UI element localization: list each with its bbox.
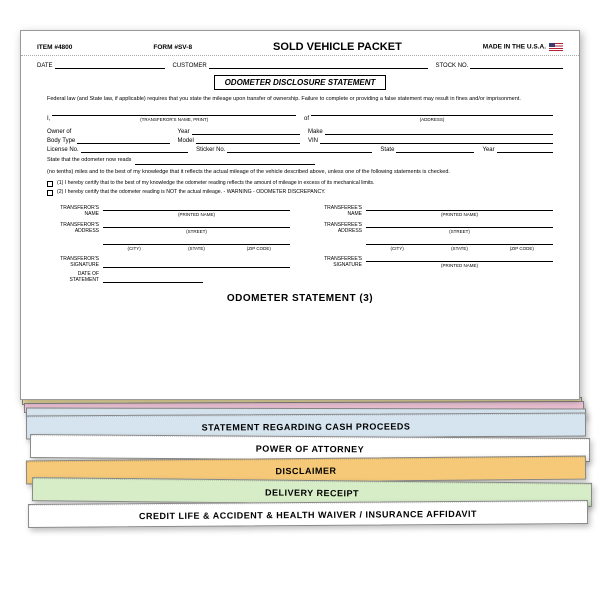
owner-label: Owner of [47,129,71,135]
form-title: SOLD VEHICLE PACKET [273,41,402,53]
make-label: Make [308,129,323,135]
cap-address: (ADDRESS) [311,117,553,122]
year2-label: Year [482,147,494,153]
transferor-addr-label: TRANSFEROR'S ADDRESS [47,223,99,234]
of-label: of [304,116,309,122]
flag-icon [549,43,563,51]
model-label: Model [178,138,194,144]
date-label: DATE [37,63,53,69]
document-stack: STATEMENT REGARDING CASH PROCEEDSPOWER O… [20,30,580,570]
date-stmt-label: DATE OF STATEMENT [47,272,99,283]
transferor-sig-label: TRANSFEROR'S SIGNATURE [47,257,99,268]
paragraph-legal: Federal law (and State law, if applicabl… [47,96,553,103]
vin-label: VIN [308,138,318,144]
strip-label: CREDIT LIFE & ACCIDENT & HEALTH WAIVER /… [29,501,587,527]
state-label: State [380,147,394,153]
transferee-addr-label: TRANSFEREE'S ADDRESS [310,223,362,234]
stock-label: STOCK NO. [436,63,469,69]
i-label: I, [47,116,50,122]
checkbox-2[interactable]: (2) I hereby certify that the odometer r… [47,189,553,196]
customer-label: CUSTOMER [173,63,207,69]
stack-strip: CREDIT LIFE & ACCIDENT & HEALTH WAIVER /… [28,500,588,528]
transferor-name-label: TRANSFEROR'S NAME [47,206,99,217]
made-in: MADE IN THE U.S.A. [483,43,563,51]
sticker-label: Sticker No. [196,147,225,153]
body-label: Body Type [47,138,75,144]
license-label: License No. [47,147,79,153]
cap-transferor: (TRANSFEROR'S NAME, PRINT) [52,117,296,122]
footer-title: ODOMETER STATEMENT (3) [37,293,563,304]
year-label: Year [178,129,190,135]
form-page-odometer: ITEM #4800 FORM #SV-8 SOLD VEHICLE PACKE… [20,30,580,400]
subtitle-box: ODOMETER DISCLOSURE STATEMENT [37,75,563,90]
form-header: ITEM #4800 FORM #SV-8 SOLD VEHICLE PACKE… [37,41,563,53]
transferee-name-label: TRANSFEREE'S NAME [310,206,362,217]
top-fields-row: DATE CUSTOMER STOCK NO. [37,62,563,69]
form-number: FORM #SV-8 [153,44,192,51]
paragraph-odo: State that the odometer now reads (no te… [47,157,553,176]
item-number: ITEM #4800 [37,44,72,51]
transferee-sig-label: TRANSFEREE'S SIGNATURE [310,257,362,268]
signature-grid: TRANSFEROR'S NAME(PRINTED NAME) TRANSFER… [47,204,553,283]
checkbox-1[interactable]: (1) I hereby certify that to the best of… [47,180,553,187]
perforation-line [21,55,579,56]
